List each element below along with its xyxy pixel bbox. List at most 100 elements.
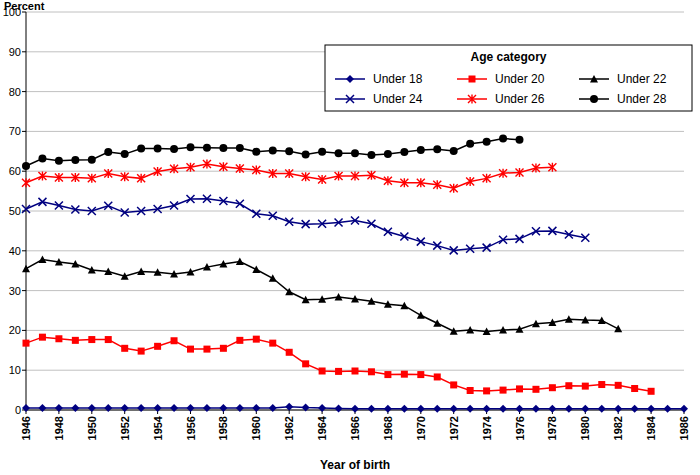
y-tick (22, 51, 26, 52)
marker (252, 210, 260, 218)
series-line (26, 164, 552, 188)
marker (532, 320, 540, 328)
marker (285, 288, 293, 296)
marker (466, 405, 474, 413)
marker (285, 169, 293, 178)
marker (55, 201, 63, 209)
marker (548, 405, 556, 413)
marker (450, 246, 458, 254)
marker (466, 177, 474, 186)
marker (532, 164, 540, 173)
y-tick-label: 30 (9, 285, 21, 297)
marker (417, 238, 425, 246)
marker (170, 201, 178, 209)
marker (367, 171, 375, 180)
marker (516, 136, 524, 144)
marker (170, 270, 178, 278)
marker (154, 145, 162, 153)
marker (400, 178, 408, 187)
marker (335, 149, 343, 157)
marker (565, 405, 573, 413)
plot-area (22, 135, 688, 413)
marker (39, 334, 46, 341)
marker (154, 205, 162, 213)
series (23, 334, 655, 395)
marker (400, 148, 408, 156)
marker (401, 371, 408, 378)
marker (121, 150, 129, 158)
marker (614, 325, 622, 333)
marker (171, 337, 178, 344)
marker (516, 235, 524, 243)
marker (351, 149, 359, 157)
marker (598, 405, 606, 413)
marker (252, 148, 260, 156)
marker (548, 227, 556, 235)
marker (598, 316, 606, 324)
marker (433, 319, 441, 327)
x-tick-label: 1946 (20, 416, 32, 440)
y-tick-label: 80 (9, 86, 21, 98)
legend-item: Under 20 (457, 72, 545, 86)
marker (137, 174, 145, 183)
y-tick-label: 40 (9, 245, 21, 257)
x-axis-label: Year of birth (320, 458, 390, 472)
marker (384, 371, 391, 378)
marker (104, 148, 112, 156)
x-tick-label: 1972 (448, 416, 460, 440)
legend-label: Under 18 (373, 72, 423, 86)
marker (417, 371, 424, 378)
marker (664, 405, 672, 413)
marker (516, 168, 524, 177)
marker (219, 162, 227, 171)
marker (500, 387, 507, 394)
marker (367, 405, 375, 413)
grid-line (26, 131, 684, 132)
marker (433, 145, 441, 153)
marker (532, 227, 540, 235)
marker (433, 242, 441, 250)
marker (614, 405, 622, 413)
marker (88, 174, 96, 183)
marker (384, 176, 392, 185)
marker (483, 405, 491, 413)
marker (22, 205, 30, 213)
marker (417, 146, 425, 154)
marker (499, 326, 507, 334)
marker (88, 266, 96, 274)
x-tick-label: 1976 (514, 416, 526, 440)
marker (318, 404, 326, 412)
marker (138, 348, 145, 355)
marker (565, 230, 573, 238)
marker (170, 404, 178, 412)
marker (121, 209, 129, 217)
marker (154, 268, 162, 276)
marker (466, 326, 474, 334)
legend-box (325, 45, 692, 111)
series-line (26, 199, 585, 251)
marker (384, 300, 392, 308)
y-axis (26, 12, 27, 410)
marker (104, 404, 112, 412)
y-axis-label: Percent (4, 0, 45, 12)
marker (137, 207, 145, 215)
y-tick-label: 90 (9, 46, 21, 58)
marker (516, 405, 524, 413)
marker (88, 336, 95, 343)
marker (352, 367, 359, 374)
marker (137, 145, 145, 153)
y-tick-label: 20 (9, 324, 21, 336)
marker (252, 266, 260, 274)
marker (187, 163, 195, 172)
x-tick-label: 1958 (217, 416, 229, 440)
legend-item: Under 24 (335, 92, 423, 106)
y-tick (22, 370, 26, 371)
marker (137, 267, 145, 275)
marker (302, 296, 310, 304)
marker (23, 340, 30, 347)
marker (88, 207, 96, 215)
marker (483, 244, 491, 252)
y-tick (22, 330, 26, 331)
marker (55, 157, 63, 165)
marker (483, 328, 491, 336)
